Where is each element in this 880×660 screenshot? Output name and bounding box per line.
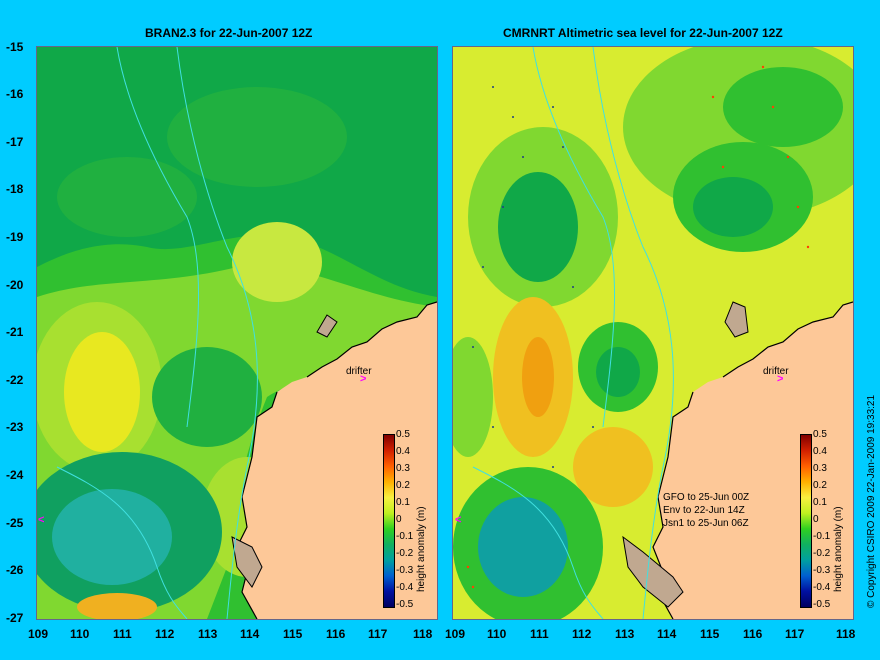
- satellite-line: GFO to 25-Jun 00Z: [663, 492, 750, 503]
- x-tick: 114: [657, 627, 677, 641]
- colorbar-tick: -0.3: [396, 565, 414, 576]
- x-tick: 112: [155, 627, 175, 641]
- colorbar-tick: 0: [813, 514, 819, 525]
- x-tick: 116: [743, 627, 763, 641]
- y-tick: -16: [6, 87, 24, 101]
- colorbar-tick: -0.5: [396, 599, 414, 610]
- drifter-label: drifter: [763, 366, 789, 377]
- copyright-text: © Copyright CSIRO 2009 22-Jan-2009 19:33…: [866, 394, 877, 608]
- colorbar-tick: 0.3: [396, 463, 410, 474]
- satellite-line: Env to 22-Jun 14Z: [663, 505, 745, 516]
- y-tick: -20: [6, 278, 24, 292]
- y-tick: -27: [6, 611, 24, 625]
- x-tick: 110: [70, 627, 90, 641]
- colorbar-tick: -0.3: [813, 565, 831, 576]
- y-tick: -17: [6, 135, 24, 149]
- colorbar-tick: 0.5: [396, 429, 410, 440]
- x-tick: 115: [700, 627, 720, 641]
- left-map: [37, 47, 437, 619]
- drifter-marker-icon: >: [777, 373, 784, 385]
- y-tick: -25: [6, 516, 24, 530]
- colorbar-tick: 0.4: [396, 446, 410, 457]
- left-panel-title: BRAN2.3 for 22-Jun-2007 12Z: [145, 26, 313, 40]
- colorbar-tick: 0.4: [813, 446, 827, 457]
- x-tick: 117: [785, 627, 805, 641]
- colorbar-tick: -0.1: [813, 531, 831, 542]
- left-map-panel: [36, 46, 438, 620]
- colorbar-tick: -0.1: [396, 531, 414, 542]
- x-tick: 118: [836, 627, 856, 641]
- colorbar-title: height anomaly (m): [416, 506, 427, 592]
- colorbar-tick: -0.2: [813, 548, 831, 559]
- x-tick: 113: [198, 627, 218, 641]
- right-map-panel: [452, 46, 854, 620]
- colorbar-tick: -0.2: [396, 548, 414, 559]
- x-tick: 113: [615, 627, 635, 641]
- drifter-marker-icon: >: [360, 373, 367, 385]
- y-tick: -18: [6, 182, 24, 196]
- satellite-line: Jsn1 to 25-Jun 06Z: [663, 518, 749, 529]
- y-tick: -24: [6, 468, 24, 482]
- drifter-marker-icon: <: [455, 514, 462, 526]
- x-tick: 114: [240, 627, 260, 641]
- x-tick: 111: [530, 627, 549, 641]
- colorbar-tick: -0.5: [813, 599, 831, 610]
- satellite-info: GFO to 25-Jun 00Z Env to 22-Jun 14Z Jsn1…: [663, 491, 749, 530]
- colorbar-tick: 0.1: [396, 497, 410, 508]
- colorbar-title: height anomaly (m): [833, 506, 844, 592]
- colorbar-right: [800, 434, 812, 608]
- colorbar-tick: 0.2: [396, 480, 410, 491]
- right-panel-title: CMRNRT Altimetric sea level for 22-Jun-2…: [503, 26, 783, 40]
- colorbar-tick: 0.1: [813, 497, 827, 508]
- x-tick: 110: [487, 627, 507, 641]
- right-map: [453, 47, 853, 619]
- colorbar-left: [383, 434, 395, 608]
- colorbar-tick: 0.2: [813, 480, 827, 491]
- x-tick: 116: [326, 627, 346, 641]
- x-tick: 111: [113, 627, 132, 641]
- colorbar-tick: 0.3: [813, 463, 827, 474]
- colorbar-tick: 0: [396, 514, 402, 525]
- colorbar-tick: 0.5: [813, 429, 827, 440]
- x-tick: 112: [572, 627, 592, 641]
- y-tick: -19: [6, 230, 24, 244]
- y-tick: -23: [6, 420, 24, 434]
- y-tick: -26: [6, 563, 24, 577]
- x-tick: 109: [28, 627, 49, 641]
- drifter-marker-icon: <: [38, 514, 45, 526]
- colorbar-tick: -0.4: [813, 582, 831, 593]
- x-tick: 115: [283, 627, 303, 641]
- y-tick: -15: [6, 40, 24, 54]
- drifter-label: drifter: [346, 366, 372, 377]
- x-tick: 109: [445, 627, 466, 641]
- x-tick: 117: [368, 627, 388, 641]
- x-tick: 118: [413, 627, 433, 641]
- colorbar-tick: -0.4: [396, 582, 414, 593]
- y-tick: -22: [6, 373, 24, 387]
- y-tick: -21: [6, 325, 24, 339]
